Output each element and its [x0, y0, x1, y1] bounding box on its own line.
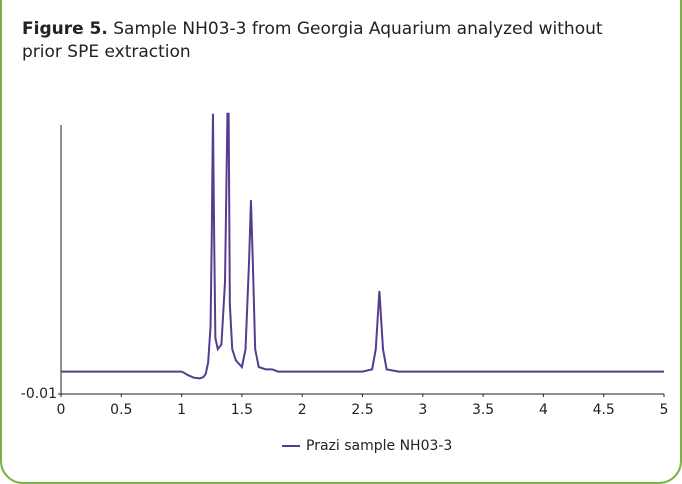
x-tick-label: 3.5 — [472, 402, 494, 418]
figure-label: Figure 5. — [22, 19, 108, 39]
x-tick-label: 1.5 — [231, 402, 253, 418]
x-tick-label: 5 — [660, 402, 669, 418]
data-line — [61, 112, 664, 380]
x-tick-label: 0.5 — [110, 402, 132, 418]
x-tick-label: 3 — [418, 402, 427, 418]
x-tick-label: 4 — [539, 402, 548, 418]
x-tick-label: 1 — [177, 402, 186, 418]
chart-title: Sample NH03-3 from Georgia Aquarium anal… — [22, 19, 603, 62]
y-tick-label: -0.01 — [21, 386, 57, 402]
x-tick-label: 0 — [57, 402, 66, 418]
x-tick-label: 4.5 — [593, 402, 615, 418]
x-tick-label: 2 — [298, 402, 307, 418]
x-tick-label: 2.5 — [351, 402, 373, 418]
caption: Figure 5. Sample NH03-3 from Georgia Aqu… — [22, 18, 622, 64]
legend-label: Prazi sample NH03-3 — [306, 438, 452, 454]
